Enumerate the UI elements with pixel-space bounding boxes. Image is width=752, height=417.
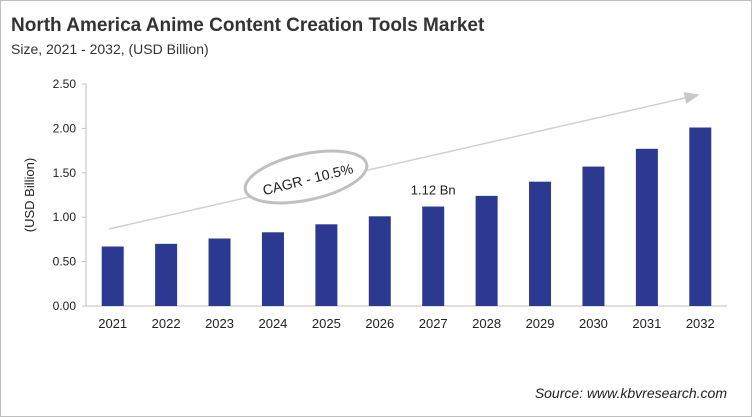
bar-2030 bbox=[582, 166, 605, 306]
x-tick-label: 2030 bbox=[579, 316, 608, 331]
x-tick-label: 2023 bbox=[205, 316, 234, 331]
y-tick-label: 0.50 bbox=[53, 255, 77, 269]
x-tick-label: 2028 bbox=[472, 316, 501, 331]
chart-subtitle: Size, 2021 - 2032, (USD Billion) bbox=[11, 41, 209, 57]
x-tick-label: 2021 bbox=[98, 316, 127, 331]
bar-2024 bbox=[261, 232, 284, 306]
data-label: 1.12 Bn bbox=[411, 183, 456, 198]
x-tick-label: 2031 bbox=[632, 316, 661, 331]
y-axis-label: (USD Billion) bbox=[22, 158, 37, 232]
x-tick-label: 2029 bbox=[526, 316, 555, 331]
bar-2023 bbox=[208, 238, 231, 306]
x-tick-label: 2032 bbox=[686, 316, 715, 331]
y-tick-label: 1.00 bbox=[53, 210, 77, 224]
bar-2031 bbox=[635, 148, 658, 306]
x-tick-label: 2027 bbox=[419, 316, 448, 331]
bar-2025 bbox=[315, 224, 338, 306]
chart-title: North America Anime Content Creation Too… bbox=[11, 15, 485, 36]
x-tick-label: 2025 bbox=[312, 316, 341, 331]
y-tick-label: 2.00 bbox=[53, 121, 77, 135]
bar-2032 bbox=[689, 127, 712, 307]
x-tick-label: 2024 bbox=[258, 316, 287, 331]
bar-2026 bbox=[368, 216, 391, 306]
bar-2022 bbox=[155, 243, 178, 306]
bar-2028 bbox=[475, 195, 498, 306]
x-tick-label: 2022 bbox=[152, 316, 181, 331]
bar-2021 bbox=[101, 246, 124, 306]
source-note: Source: www.kbvresearch.com bbox=[534, 385, 727, 401]
y-tick-label: 1.50 bbox=[53, 166, 77, 180]
y-tick-label: 2.50 bbox=[53, 77, 77, 91]
bar-2027 bbox=[422, 206, 445, 306]
y-tick-label: 0.00 bbox=[53, 299, 77, 313]
trend-arrow bbox=[108, 92, 700, 230]
x-tick-label: 2026 bbox=[365, 316, 394, 331]
cagr-ellipse bbox=[243, 149, 369, 205]
bar-2029 bbox=[529, 181, 552, 306]
